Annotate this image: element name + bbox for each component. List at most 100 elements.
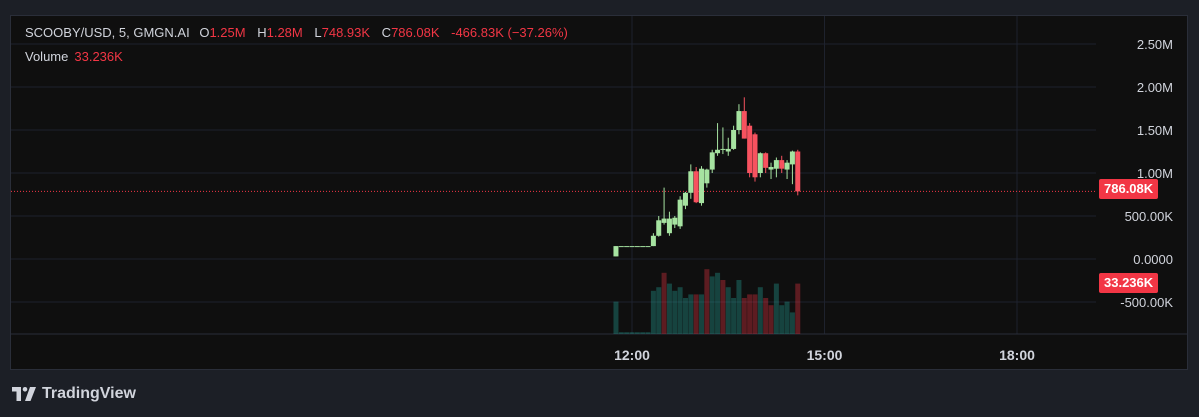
price-tick-label: -500.00K (1120, 295, 1173, 310)
candle-body (709, 152, 715, 170)
volume-bar (661, 272, 667, 334)
volume-bar (768, 305, 774, 334)
volume-tag: 33.236K (1099, 273, 1159, 293)
volume-bar (736, 280, 742, 334)
time-tick-label: 15:00 (807, 347, 843, 363)
candle-body (768, 166, 774, 170)
volume-bar (795, 283, 801, 334)
volume-bar (682, 298, 688, 334)
time-tick-label: 18:00 (999, 347, 1035, 363)
candle-body (666, 218, 672, 234)
change-value: -466.83K (−37.26%) (451, 25, 568, 40)
price-tick-label: 0.0000 (1133, 252, 1173, 267)
candle-body (672, 217, 678, 225)
candle-body (752, 134, 758, 178)
volume-bar (645, 332, 651, 334)
chart-panel[interactable]: 2.50M 2.00M 1.50M 1.00M 500.00K 0.0000 -500.00… (10, 15, 1188, 370)
candle-body (763, 153, 769, 168)
volume-bar (725, 287, 731, 334)
tradingview-logo-icon (12, 387, 36, 401)
volume-bar (640, 332, 646, 334)
volume-legend: Volume 33.236K (25, 49, 123, 64)
tradingview-logo[interactable]: TradingView (12, 385, 136, 403)
candle-body (618, 246, 624, 248)
candle-body (645, 246, 651, 248)
volume-bar (715, 272, 721, 334)
volume-bar (672, 290, 678, 334)
price-tick-label: 1.50M (1137, 123, 1173, 138)
candle-body (688, 171, 694, 193)
close-value: 786.08K (391, 25, 440, 40)
price-tick-label: 500.00K (1125, 209, 1174, 224)
candle-body (720, 148, 726, 150)
candle-body (677, 199, 683, 227)
candle-body (624, 246, 630, 248)
volume-bar (677, 287, 683, 334)
volume-bar (784, 301, 790, 334)
time-tick-label: 12:00 (614, 347, 650, 363)
candle-body (773, 160, 779, 169)
candle-body (650, 235, 656, 247)
candle-body (731, 130, 737, 149)
candle-body (741, 111, 747, 139)
volume-bar (752, 294, 758, 334)
candle-body (656, 220, 662, 236)
high-value: 1.28M (266, 25, 303, 40)
open-value: 1.25M (209, 25, 246, 40)
volume-bar (693, 294, 699, 334)
candle-body (661, 218, 667, 223)
symbol-label[interactable]: SCOOBY/USD, 5, GMGN.AI (25, 25, 190, 40)
volume-bar (666, 283, 672, 334)
chart-canvas[interactable]: 2.50M 2.00M 1.50M 1.00M 500.00K 0.0000 -500.00… (11, 16, 1187, 369)
price-tick-label: 2.00M (1137, 80, 1173, 95)
volume-bar (624, 332, 630, 334)
volume-bar (629, 332, 635, 334)
volume-bar (699, 294, 705, 334)
volume-bar (613, 301, 619, 334)
volume-bar (618, 332, 624, 334)
volume-bar (731, 298, 737, 334)
volume-bar (704, 269, 710, 334)
volume-bar (779, 305, 785, 334)
candle-body (784, 162, 790, 170)
volume-label[interactable]: Volume (25, 49, 69, 64)
volume-bar (741, 298, 747, 334)
volume-bar (763, 298, 769, 334)
candle-body (629, 246, 635, 248)
candle-body (757, 153, 763, 173)
volume-bar (747, 294, 753, 334)
candle-body (715, 149, 721, 154)
volume-value: 33.236K (74, 49, 123, 64)
candle-body (779, 160, 785, 169)
volume-bar (789, 312, 795, 334)
candle-body (747, 125, 753, 173)
volume-bar (709, 276, 715, 334)
volume-bar (656, 287, 662, 334)
close-label: C (381, 25, 392, 40)
ohlc-legend: SCOOBY/USD, 5, GMGN.AI O1.25M H1.28M L74… (25, 25, 568, 40)
volume-bar (634, 332, 640, 334)
candle-body (725, 148, 731, 152)
candle-body (789, 151, 795, 165)
tradingview-brand: TradingView (42, 385, 136, 402)
open-label: O (199, 25, 210, 40)
high-label: H (257, 25, 267, 40)
low-label: L (314, 25, 322, 40)
candle-body (795, 151, 801, 192)
volume-bar (650, 290, 656, 334)
candle-body (640, 246, 646, 248)
last-price-tag: 786.08K (1099, 179, 1159, 199)
low-value: 748.93K (321, 25, 371, 40)
volume-bar (757, 287, 763, 334)
price-tick-label: 2.50M (1137, 37, 1173, 52)
candle-body (704, 169, 710, 184)
candle-body (634, 246, 640, 248)
candle-body (682, 192, 688, 206)
volume-bar (773, 283, 779, 334)
candle-body (699, 168, 705, 204)
candle-body (613, 246, 619, 257)
price-tick-label: 1.00M (1137, 166, 1173, 181)
volume-bar (720, 280, 726, 334)
candle-body (736, 111, 742, 130)
volume-bar (688, 294, 694, 334)
